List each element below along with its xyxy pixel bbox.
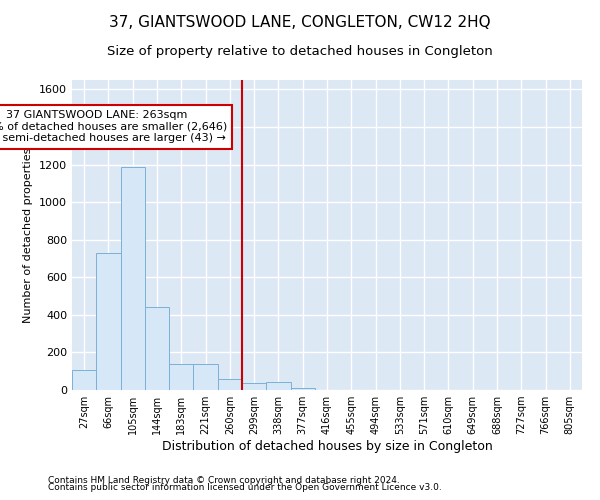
Bar: [96, 253, 121, 390]
Text: Contains public sector information licensed under the Open Government Licence v3: Contains public sector information licen…: [48, 484, 442, 492]
Bar: [218, 378, 242, 390]
Bar: [169, 364, 193, 390]
Bar: [121, 168, 145, 390]
Bar: [193, 364, 218, 390]
Bar: [72, 370, 96, 390]
Bar: [290, 388, 315, 390]
Bar: [145, 308, 169, 390]
Text: 37 GIANTSWOOD LANE: 263sqm
← 98% of detached houses are smaller (2,646)
2% of se: 37 GIANTSWOOD LANE: 263sqm ← 98% of deta…: [0, 110, 227, 144]
Bar: [266, 382, 290, 390]
Text: Size of property relative to detached houses in Congleton: Size of property relative to detached ho…: [107, 45, 493, 58]
Y-axis label: Number of detached properties: Number of detached properties: [23, 148, 34, 322]
Bar: [242, 384, 266, 390]
X-axis label: Distribution of detached houses by size in Congleton: Distribution of detached houses by size …: [161, 440, 493, 453]
Text: Contains HM Land Registry data © Crown copyright and database right 2024.: Contains HM Land Registry data © Crown c…: [48, 476, 400, 485]
Text: 37, GIANTSWOOD LANE, CONGLETON, CW12 2HQ: 37, GIANTSWOOD LANE, CONGLETON, CW12 2HQ: [109, 15, 491, 30]
